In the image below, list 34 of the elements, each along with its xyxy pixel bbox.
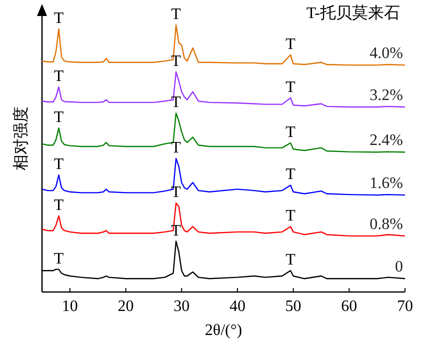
- annotation: T: [54, 109, 64, 126]
- annotation: T: [171, 52, 182, 70]
- annotation: T: [54, 156, 64, 174]
- x-tick-label: 20: [118, 298, 134, 315]
- annotation: T: [171, 222, 182, 240]
- annotation: T: [171, 94, 182, 112]
- x-tick-label: 10: [62, 298, 78, 315]
- annotation: T: [286, 36, 296, 53]
- series-label: 4.0%: [370, 45, 403, 62]
- annotation: T: [171, 184, 182, 202]
- annotation: T: [171, 6, 182, 23]
- series-label: 0: [395, 258, 403, 276]
- annotation: T: [286, 78, 296, 96]
- annotation: T: [286, 166, 296, 184]
- annotation: T: [54, 68, 64, 85]
- x-tick-label: 50: [285, 298, 302, 315]
- series-label: 0.8%: [370, 216, 403, 233]
- annotation: T: [54, 10, 64, 28]
- annotation: T: [54, 250, 64, 268]
- x-axis-title: 2θ/(°): [204, 322, 242, 339]
- series-label: 3.2%: [370, 86, 403, 104]
- y-axis-title: 相对强度: [12, 106, 30, 170]
- annotation: T: [171, 140, 182, 156]
- x-tick-label: 40: [229, 298, 246, 315]
- text: T-托贝莫来石: [306, 4, 400, 22]
- series-label: 1.6%: [370, 175, 403, 192]
- annotation: T: [54, 196, 64, 214]
- x-tick-label: 30: [174, 298, 190, 315]
- annotation: T: [286, 208, 296, 225]
- annotation: T: [286, 252, 296, 269]
- x-tick-label: 70: [397, 298, 413, 315]
- series-label: 2.4%: [370, 132, 403, 150]
- x-tick-label: 60: [341, 298, 358, 315]
- annotation: T: [286, 124, 296, 142]
